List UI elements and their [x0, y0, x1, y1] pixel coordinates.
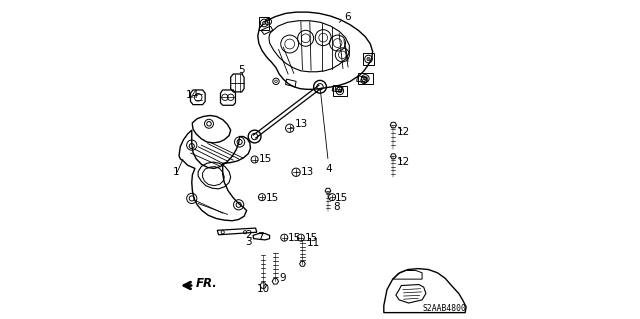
Bar	[259, 17, 269, 30]
Text: 13: 13	[290, 119, 308, 130]
Text: S2AAB4800: S2AAB4800	[422, 304, 466, 313]
Text: 4: 4	[320, 90, 332, 174]
Text: 15: 15	[305, 233, 318, 243]
Text: 3: 3	[245, 237, 252, 247]
Circle shape	[367, 57, 370, 61]
Text: 15: 15	[266, 193, 279, 203]
Circle shape	[338, 89, 341, 93]
Text: 15: 15	[259, 154, 272, 165]
Circle shape	[262, 21, 266, 25]
Text: 15: 15	[335, 193, 349, 203]
Bar	[358, 73, 372, 84]
Text: 13: 13	[296, 167, 314, 177]
Text: 2: 2	[245, 230, 252, 241]
Bar	[363, 53, 374, 65]
Circle shape	[364, 77, 367, 80]
Text: 5: 5	[239, 65, 245, 75]
Text: 6: 6	[339, 11, 351, 22]
Text: 1: 1	[173, 167, 180, 177]
Text: 15: 15	[288, 233, 301, 243]
Text: FR.: FR.	[196, 278, 218, 290]
Text: 7: 7	[257, 232, 264, 242]
Text: 10: 10	[257, 284, 270, 294]
Text: 12: 12	[397, 157, 410, 167]
Text: 9: 9	[279, 272, 286, 283]
Bar	[333, 86, 347, 96]
Text: 11: 11	[307, 238, 320, 248]
Text: 12: 12	[397, 127, 410, 137]
Text: 8: 8	[328, 196, 339, 212]
Text: 14: 14	[186, 90, 198, 100]
